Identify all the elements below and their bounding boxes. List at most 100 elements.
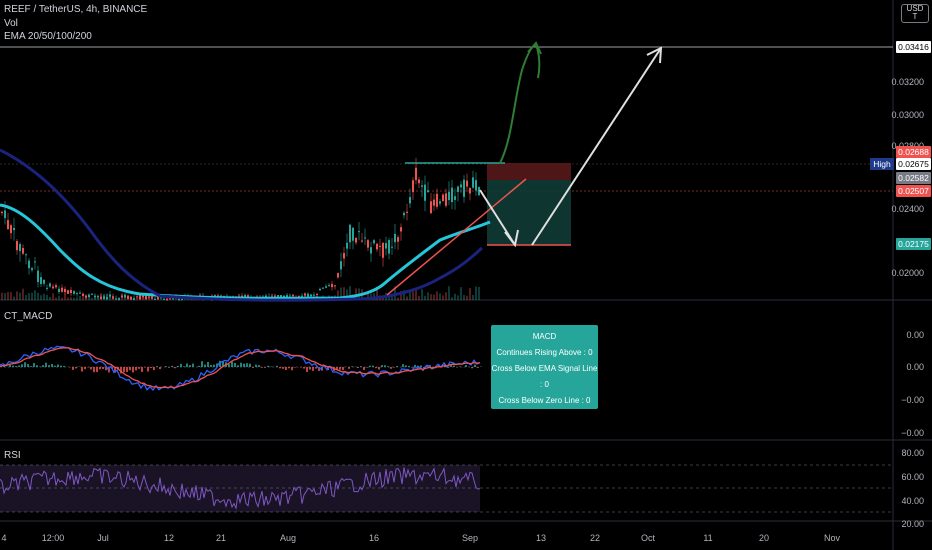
- candle-body: [1, 211, 3, 214]
- volume-bar: [376, 286, 378, 300]
- macd-histogram-bar: [60, 365, 62, 367]
- candle-body: [46, 287, 48, 289]
- macd-histogram-bar: [150, 367, 152, 369]
- candle-body: [304, 293, 306, 296]
- volume-bar: [25, 295, 27, 300]
- macd-histogram-bar: [402, 364, 404, 367]
- macd-histogram-bar: [183, 366, 185, 367]
- macd-histogram-bar: [81, 367, 83, 372]
- candle-body: [16, 240, 18, 251]
- macd-histogram-bar: [315, 367, 317, 369]
- macd-histogram-bar: [285, 367, 287, 370]
- candle-body: [172, 298, 174, 300]
- volume-bar: [37, 292, 39, 300]
- macd-histogram-bar: [384, 365, 386, 367]
- candle-body: [301, 296, 303, 298]
- candle-body: [367, 240, 369, 248]
- macd-histogram-bar: [75, 367, 77, 369]
- volume-bar: [133, 295, 135, 300]
- candle-body: [325, 286, 327, 288]
- macd-histogram-bar: [180, 363, 182, 367]
- volume-bar: [427, 292, 429, 300]
- macd-histogram-bar: [387, 366, 389, 367]
- volume-bar: [460, 287, 462, 300]
- candle-body: [124, 294, 126, 298]
- candle-body: [460, 184, 462, 188]
- time-tick: 22: [589, 533, 601, 543]
- candle-body: [406, 211, 408, 213]
- candle-body: [58, 288, 60, 293]
- symbol-legend[interactable]: REEF / TetherUS, 4h, BINANCE: [4, 4, 148, 15]
- macd-histogram-bar: [240, 362, 242, 367]
- time-tick: 21: [215, 533, 227, 543]
- candle-body: [433, 199, 435, 206]
- volume-bar: [382, 297, 384, 300]
- stop-price-tag: 0.02688: [896, 146, 931, 158]
- macd-histogram-bar: [306, 367, 308, 372]
- macd-histogram-bar: [303, 367, 305, 369]
- candle-body: [388, 240, 390, 254]
- ema-20-line: [0, 203, 491, 300]
- candle-body: [79, 292, 81, 294]
- entry-price-tag: 0.02175: [896, 238, 931, 250]
- candle-body: [88, 294, 90, 298]
- rsi-tick: 40.00: [901, 496, 924, 506]
- rsi-tick: 80.00: [901, 448, 924, 458]
- candle-body: [307, 293, 309, 297]
- candle-body: [349, 224, 351, 243]
- candle-body: [286, 295, 288, 298]
- macd-histogram-bar: [45, 362, 47, 367]
- volume-bar: [61, 297, 63, 300]
- macd-histogram-bar: [390, 367, 392, 369]
- macd-histogram-bar: [126, 367, 128, 373]
- candle-body: [403, 212, 405, 216]
- volume-bar: [166, 296, 168, 300]
- candle-body: [76, 293, 78, 295]
- macd-histogram-bar: [252, 367, 254, 368]
- candle-body: [472, 177, 474, 188]
- volume-legend[interactable]: Vol: [4, 18, 18, 29]
- macd-histogram-bar: [246, 363, 248, 367]
- candle-body: [67, 290, 69, 294]
- macd-histogram-bar: [129, 367, 131, 371]
- candle-body: [73, 291, 75, 294]
- candle-body: [382, 242, 384, 258]
- volume-bar: [109, 294, 111, 300]
- rsi-tick: 20.00: [901, 519, 924, 529]
- macd-histogram-bar: [474, 364, 476, 367]
- volume-bar: [22, 288, 24, 300]
- candle-body: [154, 299, 156, 300]
- volume-bar: [145, 295, 147, 300]
- candle-body: [70, 289, 72, 294]
- macd-histogram-bar: [138, 367, 140, 369]
- macd-histogram-bar: [93, 367, 95, 373]
- macd-histogram-bar: [63, 365, 65, 367]
- macd-histogram-bar: [258, 365, 260, 367]
- macd-tick: −0.00: [901, 428, 924, 438]
- volume-bar: [49, 296, 51, 300]
- candle-body: [469, 188, 471, 194]
- macd-histogram-bar: [201, 361, 203, 367]
- price-tick: 0.03200: [891, 77, 924, 87]
- volume-bar: [406, 296, 408, 300]
- candle-body: [22, 247, 24, 254]
- volume-bar: [16, 291, 18, 300]
- volume-bar: [1, 292, 3, 300]
- volume-bar: [55, 297, 57, 300]
- ema-legend[interactable]: EMA 20/50/100/200: [4, 31, 92, 42]
- macd-histogram-bar: [33, 363, 35, 367]
- candle-body: [82, 293, 84, 296]
- volume-bar: [415, 288, 417, 300]
- macd-histogram-bar: [54, 365, 56, 367]
- volume-bar: [349, 286, 351, 300]
- currency-selector[interactable]: USD T: [901, 4, 929, 23]
- macd-pane-title[interactable]: CT_MACD: [4, 311, 53, 322]
- ema-100-line: [0, 148, 484, 302]
- macd-histogram-bar: [147, 367, 149, 372]
- candle-body: [430, 201, 432, 214]
- rsi-pane-title[interactable]: RSI: [4, 450, 21, 461]
- macd-line: [0, 345, 481, 392]
- candle-body: [376, 243, 378, 250]
- candle-body: [43, 279, 45, 284]
